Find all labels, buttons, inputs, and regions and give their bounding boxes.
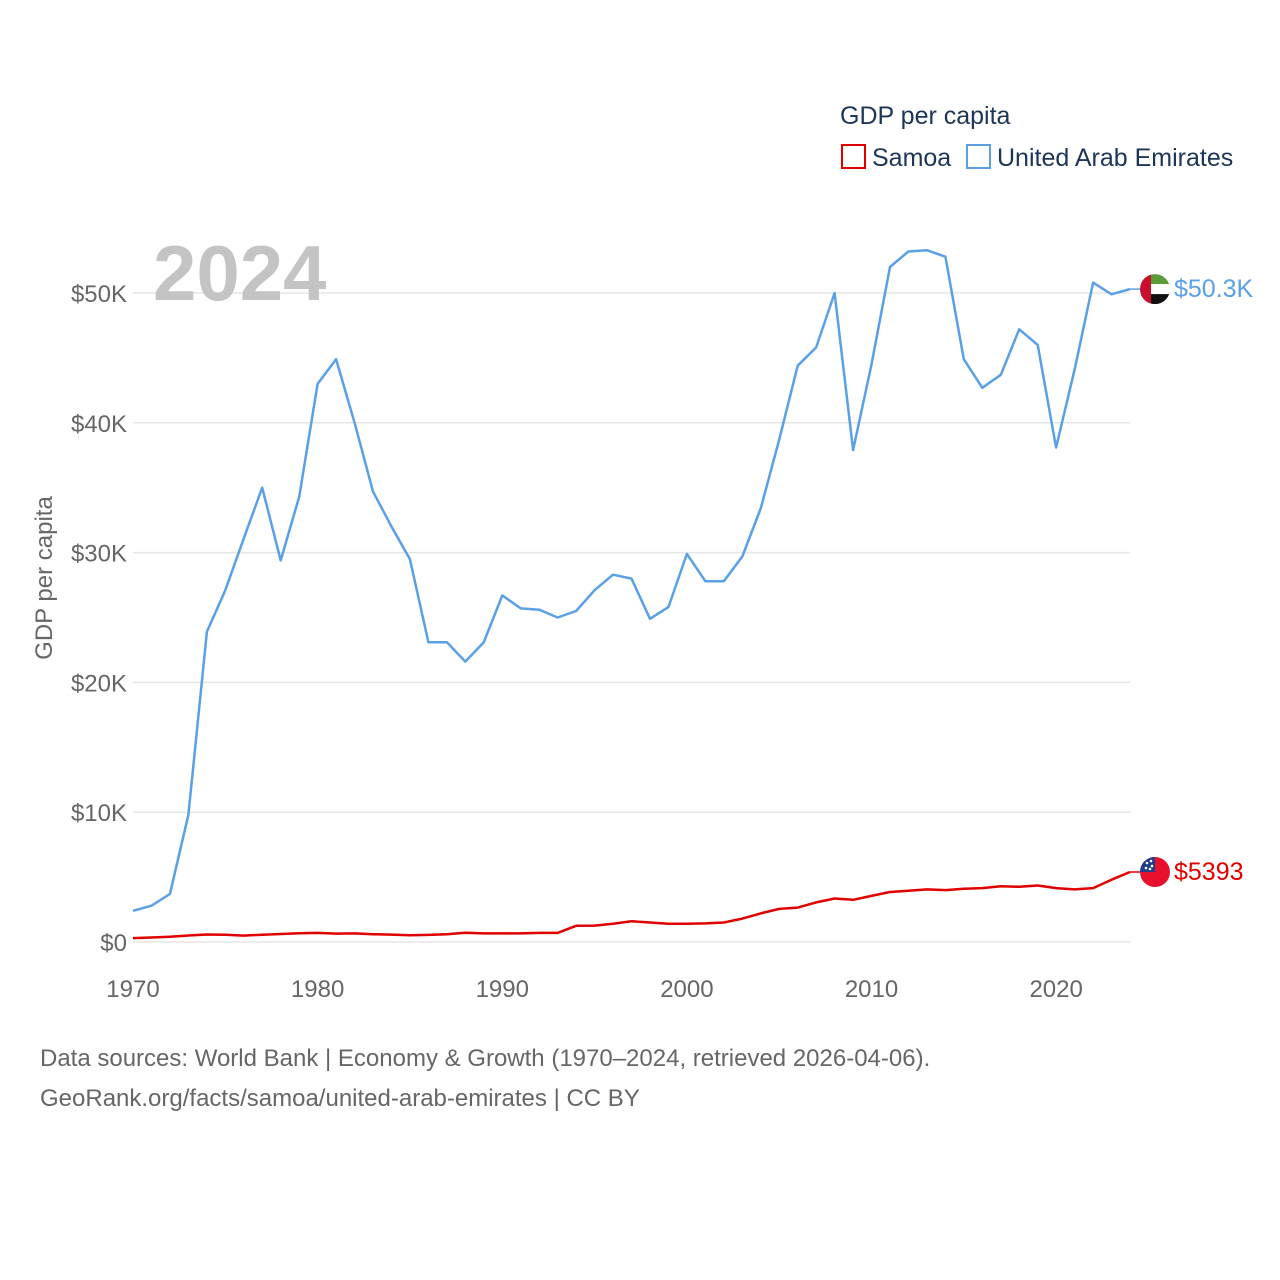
y-tick-label: $0 (100, 930, 127, 957)
end-value-label: $50.3K (1174, 275, 1254, 303)
x-tick-label: 2010 (845, 976, 898, 1003)
y-axis-ticks: $0 $10K $20K $30K $40K $50K (71, 281, 127, 957)
legend-title: GDP per capita (840, 102, 1011, 130)
series-end-markers: $5393 $50.3K (1130, 274, 1254, 887)
y-tick-label: $20K (71, 670, 127, 697)
x-axis-ticks: 1970 1980 1990 2000 2010 2020 (106, 976, 1083, 1003)
legend-label-uae[interactable]: United Arab Emirates (997, 144, 1233, 172)
y-tick-label: $40K (71, 411, 127, 438)
legend-label-samoa[interactable]: Samoa (872, 144, 951, 172)
series-line-uae (132, 248, 1131, 913)
legend: GDP per capita Samoa United Arab Emirate… (840, 102, 1233, 172)
flag-samoa-icon (1140, 856, 1170, 887)
x-tick-label: 2000 (660, 976, 713, 1003)
x-tick-label: 1990 (476, 976, 529, 1003)
series-lines (132, 248, 1131, 940)
y-axis-label: GDP per capita (31, 496, 58, 660)
footer-attribution: GeoRank.org/facts/samoa/united-arab-emir… (40, 1085, 640, 1112)
flag-uae-icon (1140, 274, 1170, 305)
end-value-label: $5393 (1174, 858, 1244, 886)
footer-sources: Data sources: World Bank | Economy & Gro… (40, 1045, 931, 1072)
x-tick-label: 2020 (1029, 976, 1082, 1003)
x-tick-label: 1980 (291, 976, 344, 1003)
y-tick-label: $10K (71, 800, 127, 827)
y-tick-label: $50K (71, 281, 127, 308)
legend-swatch-samoa[interactable] (841, 144, 866, 169)
gridlines (133, 292, 1130, 943)
x-tick-label: 1970 (106, 976, 159, 1003)
legend-swatch-uae[interactable] (966, 144, 991, 169)
year-watermark: 2024 (153, 229, 327, 317)
y-tick-label: $30K (71, 541, 127, 568)
series-line-samoa (132, 870, 1131, 940)
